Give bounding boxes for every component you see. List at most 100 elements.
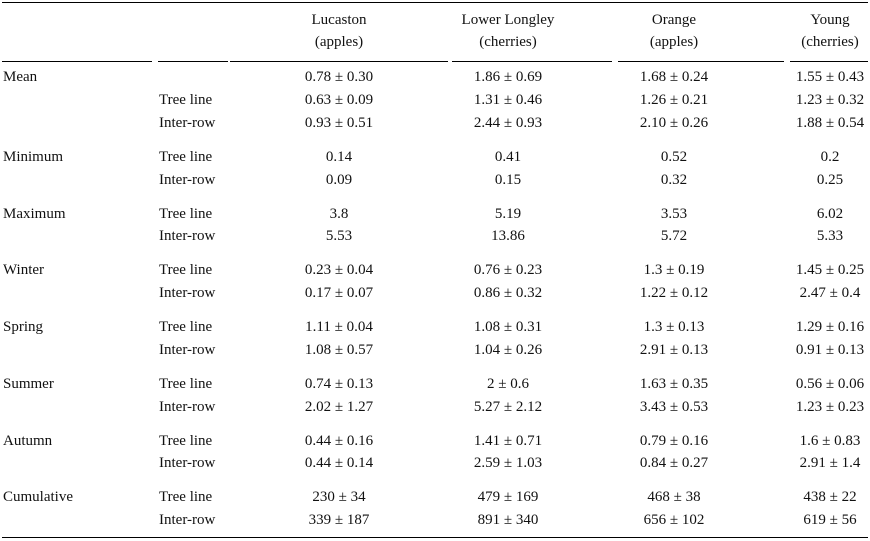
column-crop: (cherries)	[479, 34, 537, 50]
table-cell: 1.08 ± 0.57	[304, 342, 374, 358]
table-cell: 0.52	[660, 149, 688, 165]
table-cell: 438 ± 22	[803, 489, 857, 505]
table-cell: 1.31 ± 0.46	[473, 92, 543, 108]
table-cell: 2.91 ± 1.4	[799, 455, 861, 471]
row-sublabel: Inter-row	[159, 115, 216, 131]
table-cell: 5.72	[660, 228, 688, 244]
row-sublabel: Tree line	[159, 92, 213, 108]
row-sublabel: Inter-row	[159, 285, 216, 301]
table-cell: 0.14	[325, 149, 353, 165]
table-cell: 339 ± 187	[308, 512, 370, 528]
row-sublabel: Inter-row	[159, 512, 216, 528]
table-cell: 0.17 ± 0.07	[304, 285, 374, 301]
row-label-mean: Mean	[3, 69, 38, 85]
table-cell: 1.08 ± 0.31	[473, 319, 543, 335]
column-crop: (apples)	[314, 34, 364, 50]
table-cell: 13.86	[491, 228, 525, 244]
table-cell: 479 ± 169	[477, 489, 539, 505]
column-header-lucaston: Lucaston (apples)	[250, 9, 428, 53]
row-label-cumulative: Cumulative	[3, 489, 73, 505]
table-cell: 1.45 ± 0.25	[795, 262, 865, 278]
table-cell: 0.41	[494, 149, 522, 165]
table-cell: 2.91 ± 0.13	[639, 342, 709, 358]
table-cell: 2.10 ± 0.26	[639, 115, 709, 131]
table-cell: 1.3 ± 0.19	[643, 262, 705, 278]
column-header-lower-longley: Lower Longley (cherries)	[418, 9, 598, 53]
row-sublabel: Tree line	[159, 433, 213, 449]
header-rule	[158, 61, 228, 62]
table-cell: 1.3 ± 0.13	[643, 319, 705, 335]
row-label-maximum: Maximum	[3, 206, 66, 222]
table-cell: 1.55 ± 0.43	[795, 69, 865, 85]
table-cell: 1.41 ± 0.71	[473, 433, 543, 449]
table-cell: 0.74 ± 0.13	[304, 376, 374, 392]
table-cell: 2.44 ± 0.93	[473, 115, 543, 131]
table-cell: 5.53	[325, 228, 353, 244]
table-cell: 2 ± 0.6	[487, 376, 529, 392]
table-cell: 2.59 ± 1.03	[473, 455, 543, 471]
column-header-young: Young (cherries)	[740, 9, 870, 53]
row-label-autumn: Autumn	[3, 433, 53, 449]
table-cell: 0.79 ± 0.16	[639, 433, 709, 449]
row-sublabel: Tree line	[159, 319, 213, 335]
table-cell: 0.23 ± 0.04	[304, 262, 374, 278]
table-cell: 0.93 ± 0.51	[304, 115, 374, 131]
table-cell: 3.43 ± 0.53	[639, 399, 709, 415]
table-bottom-rule	[2, 537, 868, 538]
table-cell: 1.26 ± 0.21	[639, 92, 709, 108]
row-label-summer: Summer	[3, 376, 54, 392]
table-top-rule	[2, 2, 868, 3]
table-cell: 1.86 ± 0.69	[473, 69, 543, 85]
table-cell: 1.63 ± 0.35	[639, 376, 709, 392]
table-cell: 1.04 ± 0.26	[473, 342, 543, 358]
table-cell: 619 ± 56	[803, 512, 857, 528]
table-cell: 5.27 ± 2.12	[473, 399, 543, 415]
table-cell: 0.15	[494, 172, 522, 188]
column-crop: (apples)	[649, 34, 699, 50]
table-cell: 0.44 ± 0.16	[304, 433, 374, 449]
table-cell: 0.09	[325, 172, 353, 188]
row-sublabel: Tree line	[159, 489, 213, 505]
row-label-minimum: Minimum	[3, 149, 64, 165]
table-cell: 5.19	[494, 206, 522, 222]
table-cell: 1.88 ± 0.54	[795, 115, 865, 131]
row-label-winter: Winter	[3, 262, 45, 278]
column-site: Orange	[651, 12, 697, 28]
row-sublabel: Tree line	[159, 206, 213, 222]
table-cell: 0.25	[816, 172, 844, 188]
table-cell: 656 ± 102	[643, 512, 705, 528]
table-cell: 0.44 ± 0.14	[304, 455, 374, 471]
table-cell: 5.33	[816, 228, 844, 244]
table-cell: 1.22 ± 0.12	[639, 285, 709, 301]
row-sublabel: Tree line	[159, 376, 213, 392]
table-cell: 0.63 ± 0.09	[304, 92, 374, 108]
column-site: Lower Longley	[461, 12, 555, 28]
table-cell: 891 ± 340	[477, 512, 539, 528]
header-rule	[2, 61, 152, 62]
column-site: Young	[810, 12, 850, 28]
table-cell: 230 ± 34	[312, 489, 366, 505]
row-sublabel: Inter-row	[159, 172, 216, 188]
column-site: Lucaston	[311, 12, 367, 28]
table-cell: 0.2	[820, 149, 840, 165]
table-cell: 1.29 ± 0.16	[795, 319, 865, 335]
column-header-orange: Orange (apples)	[584, 9, 764, 53]
row-sublabel: Inter-row	[159, 228, 216, 244]
header-rule	[452, 61, 612, 62]
table-cell: 1.23 ± 0.23	[795, 399, 865, 415]
table-cell: 1.11 ± 0.04	[305, 319, 373, 335]
table-cell: 468 ± 38	[647, 489, 701, 505]
table-cell: 0.56 ± 0.06	[795, 376, 865, 392]
table-cell: 3.8	[329, 206, 349, 222]
table-cell: 0.86 ± 0.32	[473, 285, 543, 301]
row-sublabel: Inter-row	[159, 342, 216, 358]
header-rule	[618, 61, 784, 62]
table-cell: 0.91 ± 0.13	[795, 342, 865, 358]
header-rule	[230, 61, 448, 62]
header-rule	[790, 61, 868, 62]
table-cell: 1.68 ± 0.24	[639, 69, 709, 85]
table-cell: 2.47 ± 0.4	[799, 285, 861, 301]
table-cell: 0.32	[660, 172, 688, 188]
table-cell: 2.02 ± 1.27	[304, 399, 374, 415]
table-cell: 1.6 ± 0.83	[799, 433, 861, 449]
